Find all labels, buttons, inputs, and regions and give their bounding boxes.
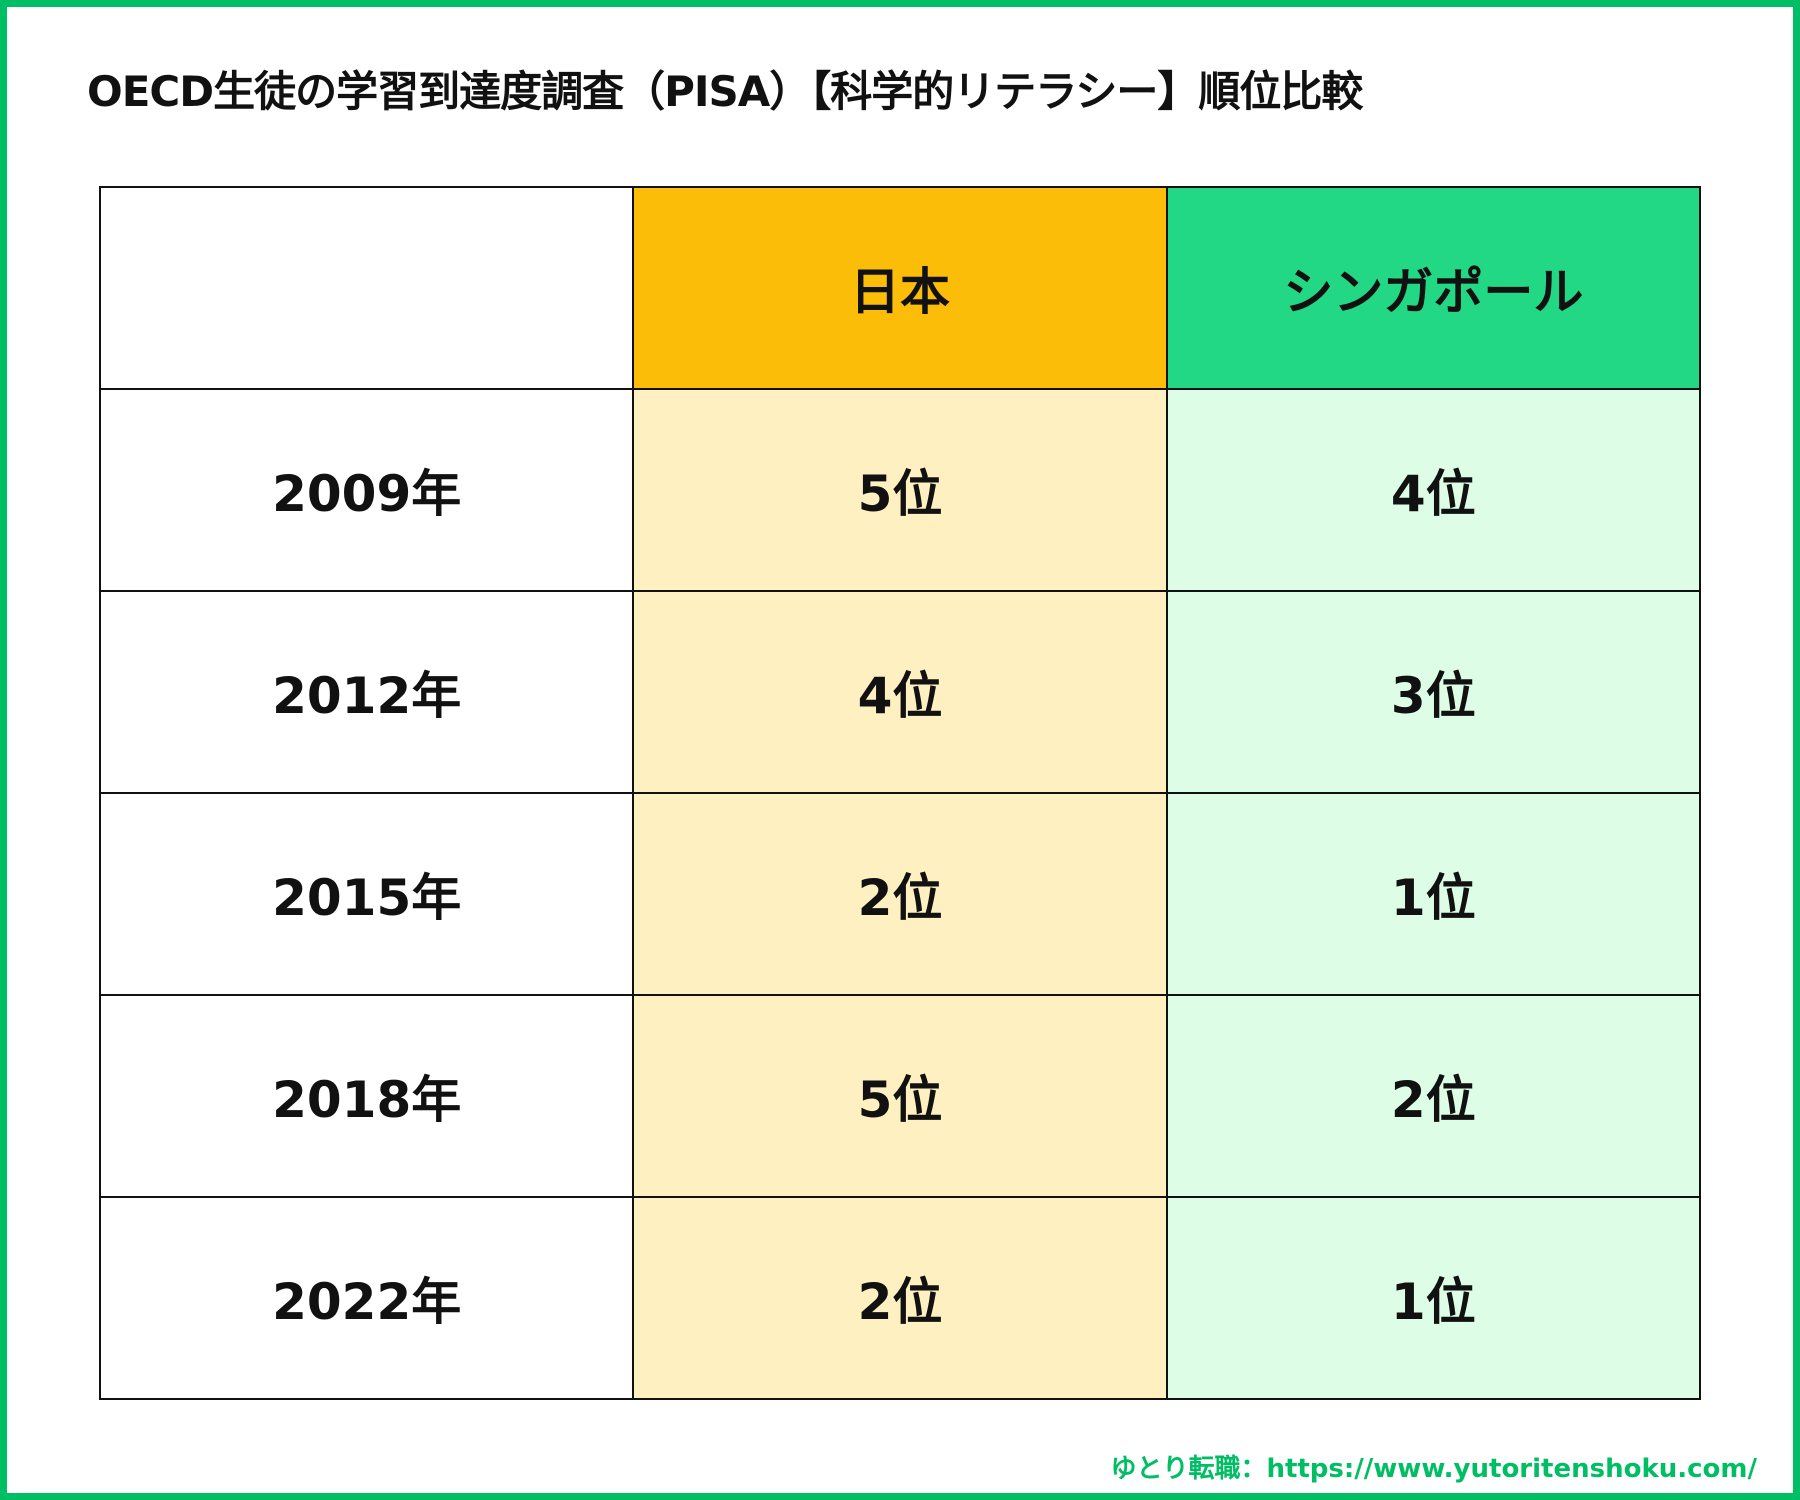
table-row: 2009年 5位 4位 (98, 388, 1702, 592)
header-singapore: シンガポール (1165, 186, 1702, 390)
year-cell: 2018年 (98, 994, 635, 1198)
year-cell: 2012年 (98, 590, 635, 794)
singapore-rank-cell: 1位 (1165, 1196, 1702, 1400)
japan-rank-cell: 5位 (632, 994, 1168, 1198)
year-cell: 2022年 (98, 1196, 635, 1400)
year-cell: 2015年 (98, 792, 635, 996)
singapore-rank-cell: 1位 (1165, 792, 1702, 996)
source-credit: ゆとり転職：https://www.yutoritenshoku.com/ (1110, 1454, 1757, 1484)
header-empty (98, 186, 635, 390)
header-japan: 日本 (632, 186, 1168, 390)
singapore-rank-cell: 3位 (1165, 590, 1702, 794)
japan-rank-cell: 4位 (632, 590, 1168, 794)
table-row: 2018年 5位 2位 (98, 994, 1702, 1198)
japan-rank-cell: 2位 (632, 792, 1168, 996)
ranking-table: 日本 シンガポール 2009年 5位 4位 2012年 4位 3位 2015年 … (98, 186, 1702, 1400)
japan-rank-cell: 5位 (632, 388, 1168, 592)
singapore-rank-cell: 2位 (1165, 994, 1702, 1198)
singapore-rank-cell: 4位 (1165, 388, 1702, 592)
table-row: 2015年 2位 1位 (98, 792, 1702, 996)
japan-rank-cell: 2位 (632, 1196, 1168, 1400)
page-title: OECD生徒の学習到達度調査（PISA）【科学的リテラシー】順位比較 (87, 67, 1363, 116)
table-header-row: 日本 シンガポール (98, 186, 1702, 390)
table-row: 2022年 2位 1位 (98, 1196, 1702, 1400)
year-cell: 2009年 (98, 388, 635, 592)
table-row: 2012年 4位 3位 (98, 590, 1702, 794)
